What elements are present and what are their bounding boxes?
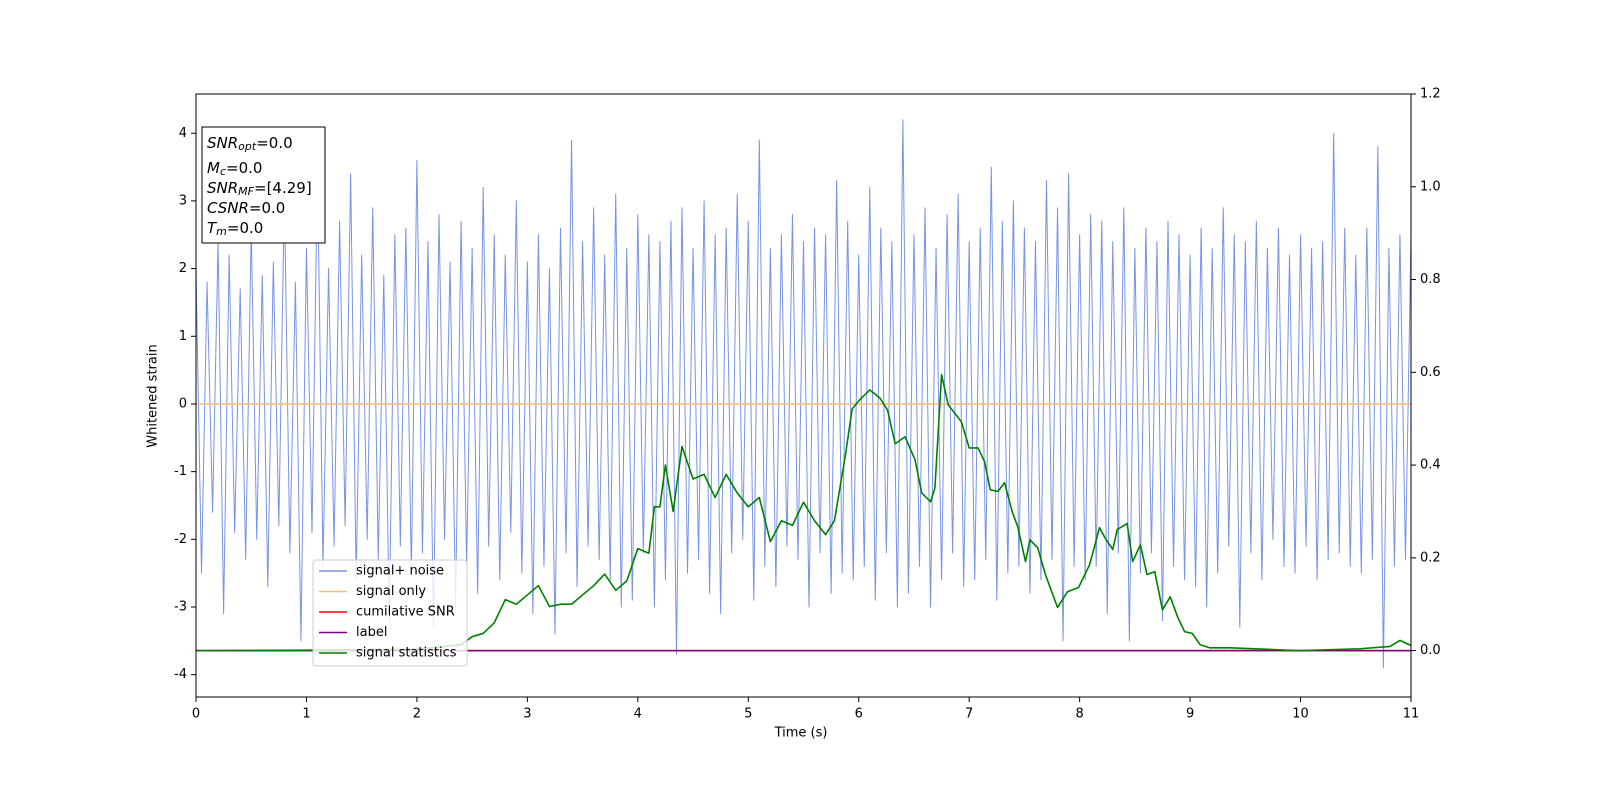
- annotation-part: =0.0: [249, 199, 285, 217]
- y2-tick-label: 1.0: [1420, 179, 1441, 194]
- x-tick-label: 0: [192, 707, 200, 722]
- y-tick-label: 1: [179, 329, 187, 344]
- series-line: [195, 119, 1412, 669]
- y-tick-label: 2: [179, 261, 187, 276]
- y-tick-label: 4: [179, 126, 187, 141]
- legend-label: cumilative SNR: [356, 605, 455, 620]
- x-tick-label: 3: [523, 707, 531, 722]
- x-tick-label: 9: [1186, 707, 1194, 722]
- y2-tick-label: 0.0: [1420, 643, 1441, 658]
- legend-label: signal only: [356, 584, 426, 599]
- legend-label: label: [356, 625, 387, 640]
- annotation-part: c: [220, 165, 226, 178]
- legend-label: signal statistics: [356, 646, 457, 661]
- x-tick-label: 5: [744, 707, 752, 722]
- x-tick-label: 4: [634, 707, 642, 722]
- annotation-text: SNRMF=[4.29]: [207, 179, 312, 199]
- x-tick-label: 6: [855, 707, 863, 722]
- y-tick-label: -2: [174, 532, 187, 547]
- annotation-box: [201, 126, 326, 244]
- y2-tick-label: 0.6: [1420, 365, 1441, 380]
- x-tick-label: 1: [302, 707, 310, 722]
- annotation-part: =[4.29]: [254, 179, 312, 197]
- axes-frame: [195, 93, 1412, 698]
- annotation-part: M: [207, 159, 220, 177]
- annotation-part: =0.0: [227, 219, 263, 237]
- annotation-part: CSNR: [207, 199, 249, 217]
- x-tick-label: 8: [1075, 707, 1083, 722]
- y-tick-label: 0: [179, 396, 187, 411]
- series-line: [195, 373, 1412, 652]
- x-tick-label: 11: [1403, 707, 1420, 722]
- annotation-part: =0.0: [226, 159, 262, 177]
- y2-tick-label: 0.2: [1420, 550, 1441, 565]
- legend-label: signal+ noise: [356, 564, 444, 579]
- y-axis-label: Whitened strain: [146, 344, 161, 447]
- annotation-part: SNR: [207, 134, 238, 152]
- y2-tick-label: 0.8: [1420, 272, 1441, 287]
- y-tick-label: -3: [174, 599, 187, 614]
- x-tick-label: 10: [1292, 707, 1309, 722]
- x-tick-label: 7: [965, 707, 973, 722]
- annotation-text: SNRopt=0.0: [207, 134, 293, 154]
- annotation-text: CSNR=0.0: [207, 199, 285, 217]
- x-tick-label: 2: [413, 707, 421, 722]
- annotation-part: =0.0: [256, 134, 292, 152]
- annotation-part: MF: [238, 185, 254, 198]
- y-tick-label: 3: [179, 193, 187, 208]
- y-tick-label: -1: [174, 464, 187, 479]
- x-axis-label: Time (s): [774, 726, 828, 741]
- annotation-part: T: [207, 219, 218, 237]
- annotation-part: SNR: [207, 179, 238, 197]
- y2-tick-label: 0.4: [1420, 458, 1441, 473]
- annotation-part: m: [216, 225, 227, 238]
- legend-box: [312, 559, 468, 667]
- y2-tick-label: 1.2: [1420, 87, 1441, 102]
- y-tick-label: -4: [174, 667, 187, 682]
- annotation-text: Tm=0.0: [207, 219, 263, 239]
- annotation-part: opt: [238, 140, 257, 153]
- annotation-text: Mc=0.0: [207, 159, 262, 179]
